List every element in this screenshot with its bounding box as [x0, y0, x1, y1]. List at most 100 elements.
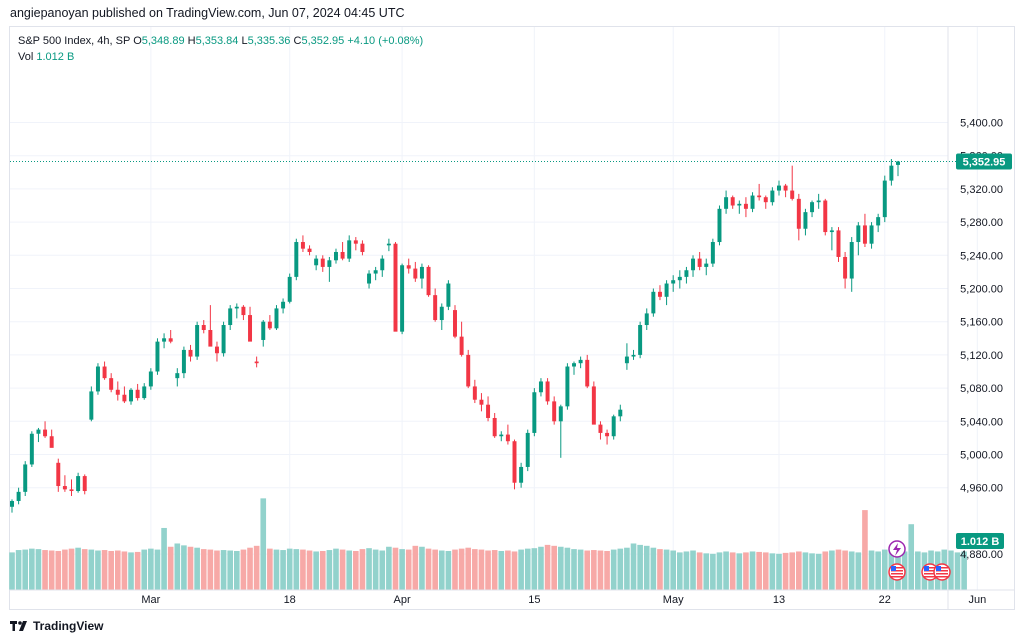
candle[interactable]	[148, 368, 153, 390]
candle[interactable]	[129, 388, 133, 405]
candle[interactable]	[466, 349, 471, 389]
candle[interactable]	[644, 308, 649, 330]
candle[interactable]	[730, 195, 735, 209]
candle[interactable]	[433, 288, 438, 322]
candle[interactable]	[453, 305, 457, 339]
candle[interactable]	[274, 305, 279, 330]
candle[interactable]	[598, 421, 603, 440]
candle[interactable]	[704, 258, 709, 276]
candle[interactable]	[181, 346, 186, 379]
candle[interactable]	[367, 270, 372, 289]
candle[interactable]	[862, 213, 867, 247]
candle[interactable]	[499, 431, 504, 442]
candle[interactable]	[95, 363, 100, 395]
candle[interactable]	[208, 305, 213, 347]
candle[interactable]	[611, 414, 616, 440]
us-flag-icon[interactable]	[888, 563, 906, 581]
candle[interactable]	[671, 275, 676, 292]
candle[interactable]	[896, 160, 900, 177]
candle[interactable]	[43, 421, 48, 438]
candle[interactable]	[459, 321, 464, 357]
candle[interactable]	[439, 303, 444, 330]
candle[interactable]	[314, 255, 319, 271]
candle[interactable]	[843, 251, 848, 289]
candle[interactable]	[657, 285, 662, 301]
candle[interactable]	[525, 429, 530, 472]
candle[interactable]	[49, 429, 54, 448]
candle[interactable]	[876, 213, 881, 233]
us-flag-icon[interactable]	[933, 563, 951, 581]
candle[interactable]	[816, 193, 821, 209]
candle[interactable]	[823, 198, 828, 236]
candle[interactable]	[545, 378, 550, 405]
candle[interactable]	[849, 237, 854, 292]
candle[interactable]	[115, 381, 120, 401]
candle[interactable]	[76, 472, 81, 493]
candle[interactable]	[102, 361, 107, 380]
candle[interactable]	[380, 255, 385, 277]
candle[interactable]	[869, 222, 874, 249]
candle[interactable]	[320, 255, 325, 272]
candle[interactable]	[188, 344, 193, 362]
candle[interactable]	[790, 165, 795, 201]
candle[interactable]	[691, 255, 696, 277]
volume-legend-label[interactable]: Vol	[18, 51, 34, 63]
candle[interactable]	[472, 379, 477, 404]
candle[interactable]	[175, 368, 180, 387]
candle[interactable]	[254, 356, 259, 368]
candle[interactable]	[889, 159, 894, 186]
candle[interactable]	[307, 245, 312, 256]
candle[interactable]	[109, 373, 114, 393]
candle[interactable]	[538, 378, 543, 397]
candle[interactable]	[856, 222, 861, 256]
candle[interactable]	[572, 361, 576, 375]
candle[interactable]	[578, 356, 583, 369]
candle[interactable]	[400, 263, 405, 335]
candle[interactable]	[624, 343, 629, 370]
candle[interactable]	[803, 208, 808, 236]
candle[interactable]	[347, 235, 352, 262]
candle[interactable]	[710, 238, 715, 267]
candle[interactable]	[122, 386, 127, 404]
candle[interactable]	[558, 404, 563, 458]
candle[interactable]	[234, 303, 239, 319]
candle[interactable]	[162, 333, 167, 349]
candle[interactable]	[512, 439, 517, 490]
candle[interactable]	[413, 261, 418, 282]
candle[interactable]	[294, 238, 299, 281]
candle[interactable]	[241, 305, 246, 321]
candle[interactable]	[796, 193, 801, 241]
candle[interactable]	[267, 315, 272, 330]
candle[interactable]	[201, 320, 206, 334]
candle[interactable]	[532, 388, 537, 437]
candle[interactable]	[836, 227, 841, 262]
candle[interactable]	[605, 429, 610, 445]
candle[interactable]	[248, 306, 253, 342]
candle[interactable]	[638, 321, 643, 359]
candle[interactable]	[783, 183, 788, 198]
candle[interactable]	[750, 192, 755, 213]
candle[interactable]	[591, 381, 596, 425]
candle[interactable]	[214, 341, 219, 362]
candle[interactable]	[406, 258, 411, 274]
candle[interactable]	[737, 200, 742, 214]
candle[interactable]	[62, 475, 67, 492]
candle[interactable]	[340, 242, 345, 261]
candle[interactable]	[327, 256, 332, 282]
candle[interactable]	[29, 431, 34, 467]
candle[interactable]	[221, 321, 226, 357]
candle[interactable]	[565, 363, 570, 410]
candle[interactable]	[10, 499, 14, 513]
candle[interactable]	[300, 235, 305, 252]
candle[interactable]	[631, 349, 636, 360]
candle[interactable]	[486, 396, 491, 422]
candle[interactable]	[373, 266, 378, 281]
candle[interactable]	[386, 238, 391, 252]
candle[interactable]	[195, 321, 200, 360]
candle[interactable]	[684, 266, 689, 284]
candle[interactable]	[69, 479, 74, 496]
candle[interactable]	[23, 461, 28, 496]
candle[interactable]	[505, 424, 510, 445]
candle[interactable]	[770, 187, 775, 206]
candle[interactable]	[743, 197, 748, 218]
